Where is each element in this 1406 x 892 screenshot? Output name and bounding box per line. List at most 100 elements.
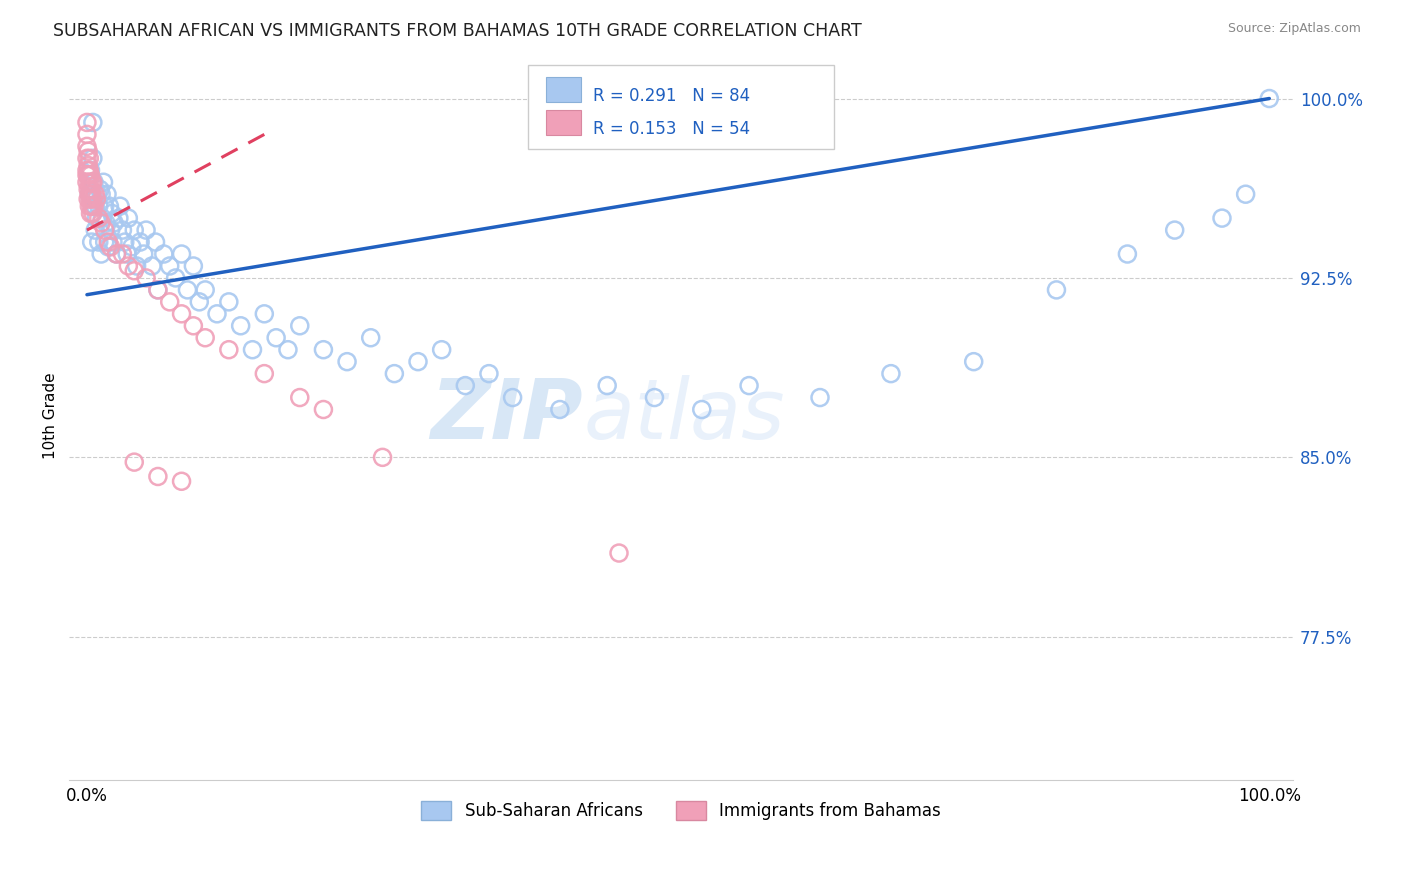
Point [96, 187, 118, 202]
Point [97, 235, 120, 249]
Point [454, 378, 477, 392]
Point [84, 187, 107, 202]
Point [146, 469, 169, 483]
Point [76, 163, 98, 178]
Point [145, 235, 167, 249]
Text: Source: ZipAtlas.com: Source: ZipAtlas.com [1227, 22, 1361, 36]
Point [82, 175, 104, 189]
Text: SUBSAHARAN AFRICAN VS IMMIGRANTS FROM BAHAMAS 10TH GRADE CORRELATION CHART: SUBSAHARAN AFRICAN VS IMMIGRANTS FROM BA… [53, 22, 862, 40]
Point [91, 211, 114, 226]
Point [170, 307, 193, 321]
Point [122, 223, 145, 237]
Point [117, 259, 139, 273]
Point [114, 235, 136, 249]
Point [360, 331, 382, 345]
Point [288, 318, 311, 333]
Point [80, 235, 103, 249]
Point [77, 144, 100, 158]
Point [146, 283, 169, 297]
Point [84, 223, 107, 237]
Point [382, 367, 405, 381]
Point [159, 294, 181, 309]
Point [963, 354, 986, 368]
Point [596, 378, 619, 392]
Point [312, 343, 335, 357]
Text: atlas: atlas [583, 375, 785, 456]
Point [77, 192, 100, 206]
Point [101, 206, 124, 220]
Point [129, 235, 152, 249]
Point [79, 168, 101, 182]
Point [82, 192, 104, 206]
Point [183, 259, 205, 273]
Point [880, 367, 903, 381]
Point [77, 182, 100, 196]
Point [108, 211, 131, 226]
Point [87, 199, 110, 213]
Point [1045, 283, 1067, 297]
Point [146, 283, 169, 297]
Point [79, 187, 101, 202]
Point [1258, 91, 1281, 105]
Point [76, 139, 98, 153]
Point [312, 402, 335, 417]
Point [100, 240, 122, 254]
FancyBboxPatch shape [547, 77, 581, 102]
Point [111, 247, 134, 261]
Point [1211, 211, 1233, 226]
Point [79, 192, 101, 206]
Point [406, 354, 429, 368]
Point [153, 247, 176, 261]
Point [170, 247, 193, 261]
Point [808, 391, 831, 405]
Point [108, 199, 131, 213]
Point [1163, 223, 1185, 237]
Point [80, 187, 103, 202]
Point [1234, 187, 1257, 202]
Point [83, 175, 105, 189]
Point [79, 182, 101, 196]
Point [218, 343, 240, 357]
Point [103, 216, 125, 230]
Text: ZIP: ZIP [430, 375, 583, 456]
Point [90, 247, 112, 261]
Point [478, 367, 501, 381]
Point [93, 175, 115, 189]
Point [194, 331, 217, 345]
Point [76, 151, 98, 165]
Point [194, 283, 217, 297]
Point [87, 211, 110, 226]
Point [77, 168, 100, 182]
Point [229, 318, 252, 333]
Point [141, 259, 163, 273]
Point [82, 151, 104, 165]
Point [86, 211, 108, 226]
Point [122, 455, 145, 469]
Point [115, 247, 138, 261]
Point [121, 240, 143, 254]
Point [111, 223, 134, 237]
Point [371, 450, 394, 465]
Point [90, 187, 112, 202]
FancyBboxPatch shape [529, 65, 834, 149]
Text: R = 0.153   N = 54: R = 0.153 N = 54 [593, 120, 751, 137]
Point [93, 223, 115, 237]
Point [93, 199, 115, 213]
Point [105, 247, 128, 261]
Point [83, 192, 105, 206]
Point [79, 163, 101, 178]
Point [80, 175, 103, 189]
Point [82, 115, 104, 129]
Point [170, 475, 193, 489]
Point [264, 331, 287, 345]
Point [122, 264, 145, 278]
Point [188, 294, 211, 309]
FancyBboxPatch shape [547, 110, 581, 135]
Point [643, 391, 665, 405]
Point [502, 391, 524, 405]
Point [218, 294, 240, 309]
Point [336, 354, 359, 368]
Point [76, 128, 98, 142]
Point [253, 307, 276, 321]
Point [79, 175, 101, 189]
